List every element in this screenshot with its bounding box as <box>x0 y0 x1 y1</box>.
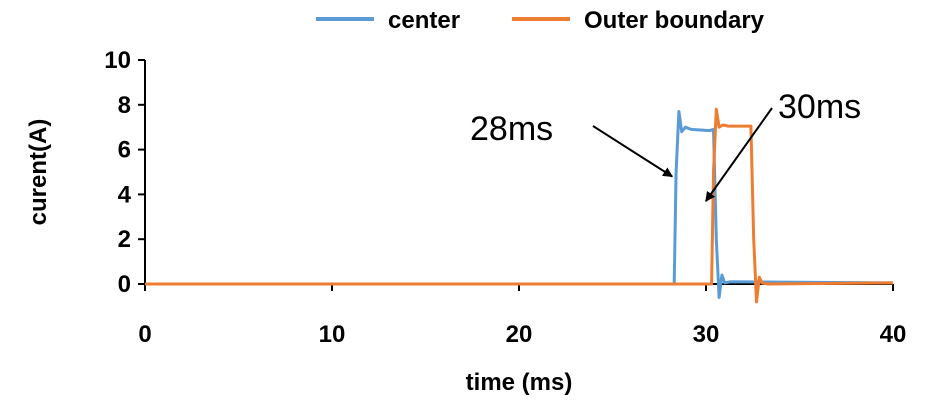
y-tick-label: 4 <box>118 181 132 208</box>
annotations: 28ms 30ms <box>470 88 861 202</box>
x-ticks: 0 10 20 30 40 <box>138 284 906 348</box>
y-tick-label: 10 <box>104 47 131 74</box>
series-line-outer-boundary <box>145 107 894 304</box>
legend-label-outer-boundary: Outer boundary <box>584 7 765 34</box>
annotation-label: 28ms <box>470 110 553 148</box>
legend: center Outer boundary <box>316 7 765 34</box>
y-tick-label: 6 <box>118 137 131 164</box>
annotation-label: 30ms <box>778 88 861 126</box>
legend-label-center: center <box>388 7 460 34</box>
y-ticks: 0 2 4 6 8 10 <box>104 47 145 298</box>
y-axis-title: curent(A) <box>25 119 52 226</box>
series-line-center <box>145 110 894 299</box>
y-tick-label: 0 <box>118 271 131 298</box>
x-tick-label: 0 <box>138 321 151 348</box>
x-tick-label: 40 <box>880 321 907 348</box>
x-tick-label: 10 <box>319 321 346 348</box>
x-tick-label: 20 <box>506 321 533 348</box>
annotation-arrow <box>592 125 674 178</box>
x-axis-title: time (ms) <box>466 369 573 396</box>
annotation-arrow <box>705 107 773 202</box>
series-layer <box>145 107 894 304</box>
x-tick-label: 30 <box>693 321 720 348</box>
y-tick-label: 8 <box>118 92 131 119</box>
y-tick-label: 2 <box>118 226 131 253</box>
